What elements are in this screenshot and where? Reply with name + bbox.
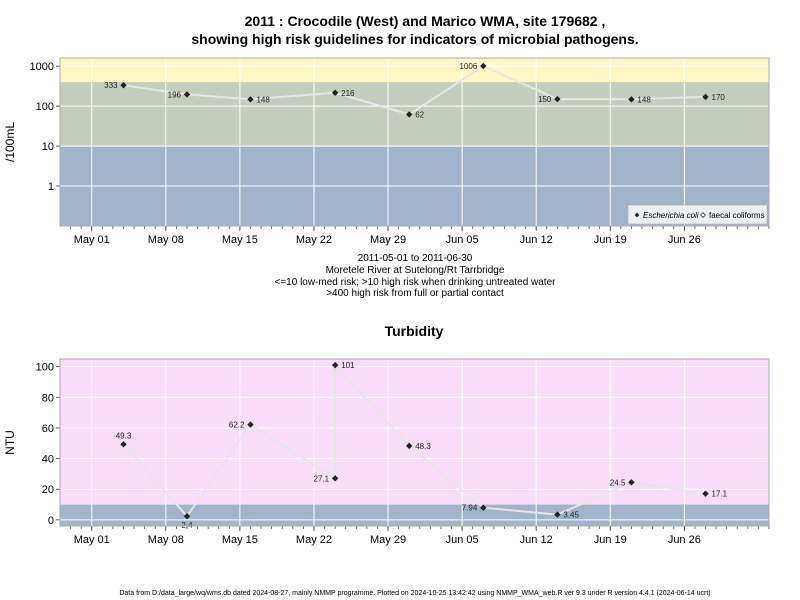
legend-marker-faecal bbox=[700, 212, 706, 218]
chart1-x-tick-label: May 22 bbox=[296, 234, 332, 246]
chart2-data-point bbox=[183, 512, 191, 520]
chart2-data-label: 17.1 bbox=[712, 490, 728, 499]
chart2-data-label: 27.1 bbox=[314, 474, 330, 483]
chart1-y-tick-label: 1000 bbox=[30, 61, 54, 73]
caption-risk-drinking: <=10 low-med risk; >10 high risk when dr… bbox=[275, 277, 557, 288]
chart2-x-tick-label: May 01 bbox=[74, 534, 110, 546]
legend-box bbox=[627, 204, 768, 225]
chart1-x-tick-label: Jun 05 bbox=[446, 234, 479, 246]
chart1-data-label: 216 bbox=[341, 89, 355, 98]
chart1-plot: May 01 May 08 May 15 May 22 May 29 Jun 05 Jun … bbox=[3, 57, 770, 246]
chart1-x-tick-label: May 29 bbox=[370, 234, 406, 246]
caption-site: Moretele River at Sutelong/Rt Tarrbridge bbox=[326, 265, 505, 276]
chart1-x-tick-label: Jun 26 bbox=[668, 234, 701, 246]
chart2-data-label: 3.45 bbox=[563, 511, 579, 520]
chart1-risk-band bbox=[60, 58, 769, 83]
chart1-x-tick-label: Jun 12 bbox=[520, 234, 553, 246]
caption-risk-contact: >400 high risk from full or partial cont… bbox=[326, 288, 504, 299]
chart1-title-line2: showing high risk guidelines for indicat… bbox=[191, 31, 638, 47]
chart1-data-point bbox=[120, 82, 127, 89]
chart2-x-tick-label: Jun 12 bbox=[520, 534, 553, 546]
chart2-series-line bbox=[122, 362, 706, 518]
chart1-data-point bbox=[406, 111, 413, 118]
chart1-data-label: 196 bbox=[168, 90, 182, 99]
chart2-x-tick-label: May 29 bbox=[370, 534, 406, 546]
chart2-data-label: 101 bbox=[341, 361, 355, 370]
chart1-data-point bbox=[480, 62, 487, 70]
legend-marker-ecoli bbox=[634, 212, 640, 218]
chart1-data-label: 150 bbox=[538, 95, 552, 104]
chart2-data-point bbox=[702, 490, 709, 497]
caption-date-range: 2011-05-01 to 2011-06-30 bbox=[358, 253, 473, 264]
chart1-data-label: 148 bbox=[256, 95, 270, 104]
chart2-data-label: 49.3 bbox=[116, 431, 132, 440]
footer-note: Data from D:/data_large/wq/wms.db dated … bbox=[119, 590, 710, 597]
chart1-data-point bbox=[331, 89, 339, 96]
chart2-title: Turbidity bbox=[385, 323, 444, 339]
chart2-x-tick-label: May 22 bbox=[296, 534, 332, 546]
chart1-x-tick-label: May 01 bbox=[74, 234, 110, 246]
chart1-data-point bbox=[554, 95, 561, 103]
legend-label-faecal: faecal coliforms bbox=[709, 211, 765, 220]
chart2-data-point bbox=[331, 475, 339, 482]
chart1-y-tick-label: 100 bbox=[36, 101, 54, 113]
chart2-data-point bbox=[120, 441, 127, 448]
chart2-y-tick-label: 60 bbox=[42, 423, 54, 435]
chart1-x-tick-label: May 08 bbox=[148, 234, 184, 246]
chart1-data-label: 1006 bbox=[459, 62, 477, 71]
chart2-data-point bbox=[331, 361, 339, 369]
chart1-y-tick-label: 1 bbox=[48, 181, 54, 193]
chart2-data-label: 24.5 bbox=[610, 478, 626, 487]
chart2-risk-band bbox=[60, 359, 769, 505]
chart2-plot: May 01 May 08 May 15 May 22 May 29 Jun 05 Jun … bbox=[3, 358, 770, 546]
chart1-data-point bbox=[628, 96, 635, 103]
chart1-data-label: 333 bbox=[104, 81, 118, 90]
chart1-data-point bbox=[702, 93, 709, 101]
chart2-data-point bbox=[554, 511, 561, 518]
chart2-data-label: 62.2 bbox=[229, 421, 245, 430]
chart1-data-label: 148 bbox=[637, 95, 651, 104]
chart2-x-tick-label: May 15 bbox=[222, 534, 258, 546]
chart1-x-tick-label: May 15 bbox=[222, 234, 258, 246]
chart1-legend: Escherichia coli faecal coliforms bbox=[627, 204, 768, 225]
chart2-y-tick-label: 20 bbox=[42, 484, 54, 496]
chart1-data-point bbox=[183, 91, 191, 98]
chart1-data-label: 170 bbox=[712, 93, 726, 102]
chart2-y-tick-label: 100 bbox=[36, 362, 54, 374]
chart2-x-tick-label: Jun 19 bbox=[594, 534, 627, 546]
chart1-data-label: 62 bbox=[415, 110, 424, 119]
chart2-frame bbox=[59, 358, 770, 527]
chart2-data-label: 7.94 bbox=[462, 504, 478, 513]
chart2-risk-band bbox=[60, 504, 769, 526]
chart2-y-tick-label: 40 bbox=[42, 454, 54, 466]
chart2-data-point bbox=[247, 421, 254, 428]
chart2-data-point bbox=[406, 442, 413, 450]
chart1-data-point bbox=[247, 96, 254, 103]
chart2-y-axis-label: NTU bbox=[3, 430, 17, 455]
chart2-data-point bbox=[480, 504, 487, 511]
chart2-x-tick-label: May 08 bbox=[148, 534, 184, 546]
chart2-y-tick-label: 0 bbox=[48, 515, 54, 527]
chart2-data-point bbox=[628, 479, 635, 486]
legend-label-ecoli: Escherichia coli bbox=[643, 211, 699, 220]
chart1-y-axis-label: /100mL bbox=[3, 122, 17, 162]
chart2-data-label: 48.3 bbox=[415, 442, 431, 451]
chart1-y-tick-label: 10 bbox=[42, 141, 54, 153]
chart1-x-tick-label: Jun 19 bbox=[594, 234, 627, 246]
chart2-x-tick-label: Jun 26 bbox=[668, 534, 701, 546]
chart1-frame bbox=[59, 57, 770, 227]
chart2-y-tick-label: 80 bbox=[42, 392, 54, 404]
chart1-title-line1: 2011 : Crocodile (West) and Marico WMA, … bbox=[245, 13, 606, 29]
chart2-x-tick-label: Jun 05 bbox=[446, 534, 479, 546]
